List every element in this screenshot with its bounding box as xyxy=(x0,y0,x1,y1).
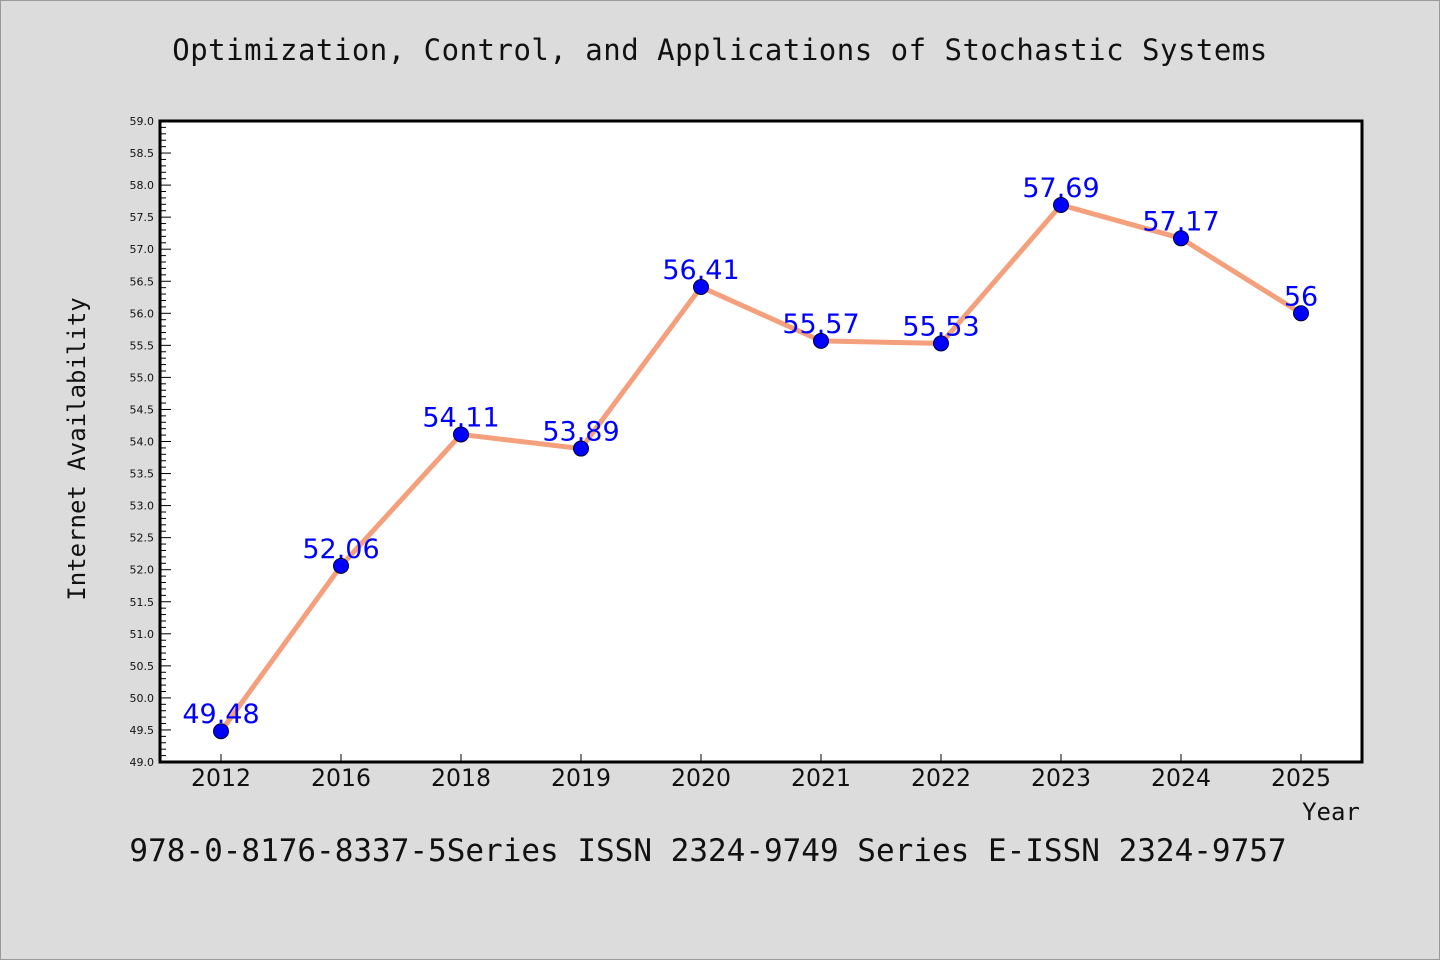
x-tick-label: 2012 xyxy=(191,764,251,792)
x-tick-label: 2018 xyxy=(431,764,491,792)
data-point xyxy=(333,557,349,574)
data-point xyxy=(213,723,229,740)
y-tick-label: 56.0 xyxy=(130,307,155,320)
y-tick-label: 55.0 xyxy=(130,371,155,384)
data-point xyxy=(1173,230,1189,247)
data-label: 57.69 xyxy=(1022,173,1099,204)
x-tick-label: 2022 xyxy=(911,764,971,792)
x-tick-label: 2025 xyxy=(1271,764,1331,792)
data-label: 52.06 xyxy=(302,534,379,565)
y-tick-label: 49.5 xyxy=(130,724,155,737)
data-point xyxy=(813,332,829,349)
chart-title: Optimization, Control, and Applications … xyxy=(172,33,1268,67)
y-tick-label: 54.5 xyxy=(130,403,155,416)
y-tick-label: 50.0 xyxy=(130,692,155,705)
data-point xyxy=(1053,196,1069,213)
y-tick-label: 55.5 xyxy=(130,339,155,352)
x-tick-label: 2023 xyxy=(1031,764,1091,792)
y-tick-label: 59.0 xyxy=(130,115,155,128)
x-tick-label: 2024 xyxy=(1151,764,1211,792)
y-tick-label: 54.0 xyxy=(130,436,155,449)
data-point xyxy=(453,426,469,443)
y-tick-label: 58.0 xyxy=(130,179,155,192)
x-tick-label: 2019 xyxy=(551,764,611,792)
data-point xyxy=(933,335,949,352)
y-tick-label: 51.5 xyxy=(130,596,155,609)
y-axis-label: Internet Availability xyxy=(63,297,91,600)
data-point xyxy=(693,279,709,296)
x-tick-label: 2020 xyxy=(671,764,731,792)
data-label: 53.89 xyxy=(542,417,619,448)
x-tick-label: 2021 xyxy=(791,764,851,792)
x-axis-label: Year xyxy=(1302,798,1360,826)
y-tick-label: 50.5 xyxy=(130,660,155,673)
data-label: 55.57 xyxy=(782,309,859,340)
data-label: 57.17 xyxy=(1142,206,1219,237)
isbn-issn-caption: 978-0-8176-8337-5Series ISSN 2324-9749 S… xyxy=(129,833,1287,869)
data-label: 56 xyxy=(1284,281,1318,312)
x-tick-label: 2016 xyxy=(311,764,371,792)
plot-area xyxy=(158,119,1364,764)
data-point xyxy=(1293,305,1309,322)
data-label: 54.11 xyxy=(422,402,499,433)
series-line xyxy=(218,202,1303,733)
y-tick-label: 53.0 xyxy=(130,500,155,513)
y-tick-label: 56.5 xyxy=(130,275,155,288)
y-tick-label: 51.0 xyxy=(130,628,155,641)
data-label: 49.48 xyxy=(182,699,259,730)
data-label: 56.41 xyxy=(662,255,739,286)
y-tick-label: 52.5 xyxy=(130,532,155,545)
y-tick-label: 52.0 xyxy=(130,564,155,577)
y-tick-label: 53.5 xyxy=(130,468,155,481)
data-label: 55.53 xyxy=(902,311,979,342)
data-point xyxy=(573,440,589,457)
y-tick-label: 49.0 xyxy=(130,756,155,769)
y-tick-label: 58.5 xyxy=(130,147,155,160)
y-tick-label: 57.5 xyxy=(130,211,155,224)
y-tick-label: 57.0 xyxy=(130,243,155,256)
